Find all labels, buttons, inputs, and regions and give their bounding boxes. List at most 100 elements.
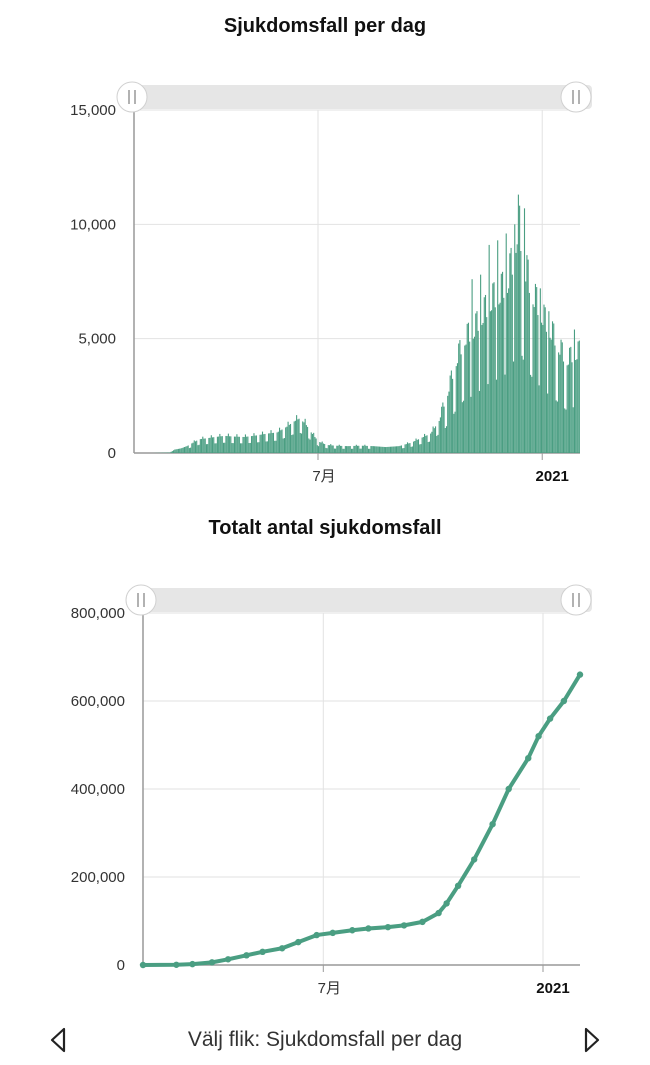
daily-case-bar <box>287 421 289 453</box>
range-slider-left-handle[interactable] <box>125 584 157 616</box>
daily-case-bar <box>240 443 242 453</box>
daily-case-bar <box>410 446 412 453</box>
daily-case-bar <box>305 425 307 453</box>
daily-case-bar <box>543 304 545 453</box>
daily-case-bar <box>326 448 328 453</box>
daily-case-bar <box>347 446 349 453</box>
daily-case-bar <box>222 442 225 453</box>
tab-selector-label: Välj flik: Sjukdomsfall per dag <box>187 1028 463 1051</box>
daily-case-bar <box>283 438 285 453</box>
daily-case-bar <box>300 433 303 453</box>
daily-case-bar <box>448 391 450 453</box>
total-cases-point <box>505 785 512 793</box>
daily-case-bar <box>243 436 245 453</box>
range-slider-track <box>126 85 592 109</box>
y-tick-label: 10,000 <box>70 216 116 233</box>
daily-case-bar <box>235 436 237 453</box>
daily-case-bar <box>192 442 194 453</box>
daily-case-bar <box>249 442 251 453</box>
slider-handle-knob <box>116 81 148 113</box>
daily-case-bar <box>357 445 359 453</box>
daily-case-bar <box>232 443 234 453</box>
daily-case-bar <box>341 445 343 453</box>
daily-case-bar <box>463 400 465 453</box>
daily-case-bar <box>263 434 265 453</box>
y-tick-label: 400,000 <box>71 781 125 798</box>
daily-case-bar <box>246 436 248 453</box>
daily-case-bar <box>491 310 493 453</box>
daily-case-bar <box>575 360 577 453</box>
daily-case-bar <box>428 441 430 453</box>
range-slider-right-handle[interactable] <box>560 584 592 616</box>
daily-case-bar <box>204 438 206 453</box>
total-cases-point <box>435 909 442 917</box>
y-tick-label: 600,000 <box>71 693 125 710</box>
daily-case-bar <box>477 330 479 453</box>
range-slider-left-handle[interactable] <box>116 81 148 113</box>
daily-case-bar <box>483 297 485 453</box>
daily-case-bar <box>473 336 476 453</box>
daily-case-bar <box>392 446 394 453</box>
daily-case-bar <box>434 426 437 453</box>
daily-case-bar <box>219 433 221 453</box>
daily-case-bar <box>517 194 519 454</box>
next-tab-icon[interactable] <box>580 1026 604 1054</box>
y-tick-label: 15,000 <box>70 102 116 119</box>
daily-case-bar <box>185 446 187 453</box>
daily-case-bar <box>282 438 284 453</box>
daily-case-bar <box>183 447 186 453</box>
daily-cases-chart: 0 5,000 10,000 15,000 7月 2021 <box>70 81 592 485</box>
daily-case-bar <box>355 444 357 453</box>
daily-case-bar <box>315 438 317 453</box>
daily-case-bar <box>415 438 417 453</box>
daily-case-bar <box>175 449 177 453</box>
daily-case-bar <box>244 434 246 453</box>
daily-case-bar <box>536 287 538 453</box>
daily-case-bar <box>236 434 238 453</box>
daily-case-bar <box>299 432 301 453</box>
daily-case-bar <box>371 446 373 453</box>
range-slider-right-handle[interactable] <box>560 81 592 113</box>
daily-case-bar <box>436 435 438 453</box>
daily-case-bar <box>264 433 266 453</box>
daily-case-bar <box>519 205 521 453</box>
total-cases-point <box>419 918 426 926</box>
total-cases-point <box>243 952 250 959</box>
daily-case-bar <box>484 294 487 453</box>
daily-case-bar <box>486 317 488 453</box>
daily-case-bar <box>394 446 396 453</box>
daily-case-bar <box>372 446 374 453</box>
daily-case-bar <box>444 428 446 453</box>
daily-case-bar <box>210 435 212 453</box>
x-tick-label: 2021 <box>536 980 569 997</box>
daily-case-bar <box>354 445 356 453</box>
daily-case-bar <box>480 274 482 453</box>
daily-case-bar <box>506 292 508 453</box>
daily-case-bar <box>382 446 384 453</box>
daily-case-bar <box>186 446 188 453</box>
daily-case-bar <box>550 339 552 453</box>
total-cases-point <box>278 945 286 952</box>
daily-case-bar <box>427 442 429 453</box>
daily-case-bar <box>450 370 452 453</box>
daily-case-bar <box>487 384 489 453</box>
previous-tab-icon[interactable] <box>46 1026 70 1054</box>
daily-case-bar <box>188 448 190 453</box>
daily-case-bar <box>229 436 231 453</box>
daily-case-bar <box>286 426 288 453</box>
tab-selector: Välj flik: Sjukdomsfall per dag <box>0 1022 650 1058</box>
daily-case-bar <box>279 427 281 453</box>
daily-case-bar <box>353 445 355 453</box>
y-tick-label: 0 <box>108 445 116 462</box>
daily-case-bar <box>378 446 381 453</box>
daily-case-bar <box>502 271 504 453</box>
daily-case-bar <box>338 444 340 453</box>
daily-case-bar <box>405 444 407 453</box>
daily-case-bar <box>191 443 193 453</box>
daily-case-bar <box>431 431 433 453</box>
daily-case-bar <box>438 420 440 453</box>
total-cases-point <box>454 882 462 889</box>
daily-case-bar <box>302 421 304 453</box>
total-cases-point <box>329 929 336 937</box>
daily-case-bar <box>252 435 254 453</box>
